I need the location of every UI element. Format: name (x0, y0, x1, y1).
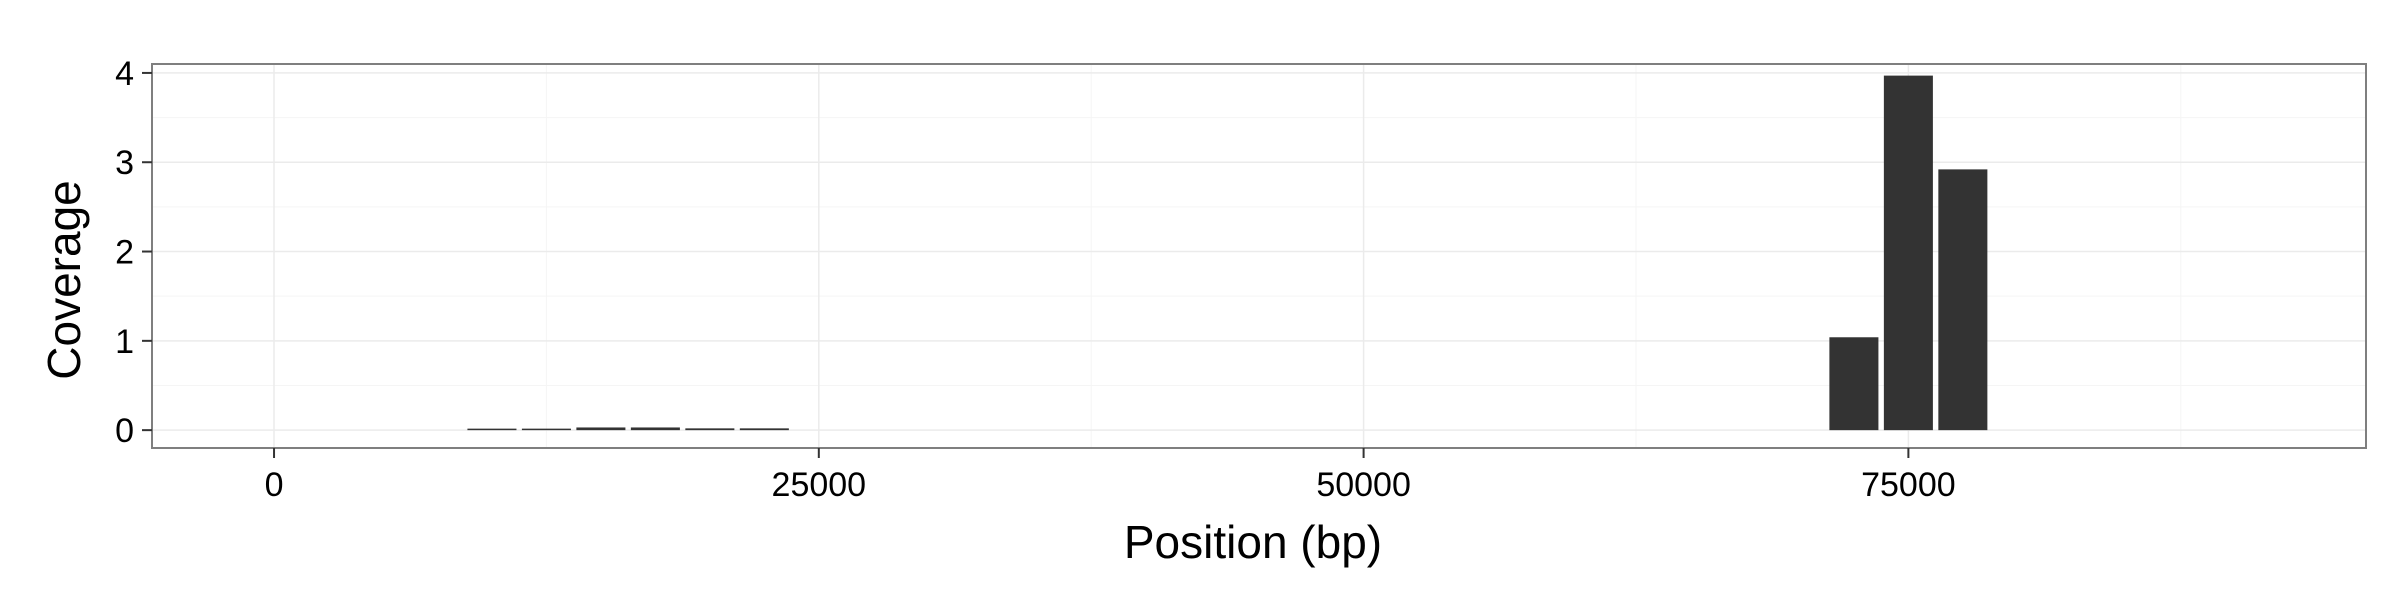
grid-lines (152, 64, 2366, 448)
bar (521, 428, 571, 431)
x-tick-label: 0 (265, 466, 284, 504)
bar (1938, 169, 1988, 431)
y-tick-label: 4 (115, 55, 134, 93)
x-tick-label: 25000 (772, 466, 867, 504)
x-axis: 0 25000 50000 75000 (265, 448, 1956, 504)
bar (576, 427, 626, 431)
bars (467, 75, 1988, 431)
y-tick-label: 2 (115, 234, 134, 272)
bar (1829, 337, 1879, 431)
x-tick-label: 75000 (1861, 466, 1956, 504)
bar (630, 427, 680, 431)
x-axis-title: Position (bp) (1124, 516, 1382, 568)
panel-border (151, 63, 2367, 449)
y-tick-label: 1 (115, 323, 134, 361)
y-tick-label: 3 (115, 144, 134, 182)
bar (467, 428, 517, 431)
y-axis-title: Coverage (38, 180, 90, 379)
x-tick-label: 50000 (1316, 466, 1411, 504)
bar (1883, 75, 1933, 431)
y-axis: 0 1 2 3 4 (115, 55, 152, 450)
y-tick-label: 0 (115, 412, 134, 450)
bar (739, 428, 789, 431)
bar (685, 428, 735, 431)
